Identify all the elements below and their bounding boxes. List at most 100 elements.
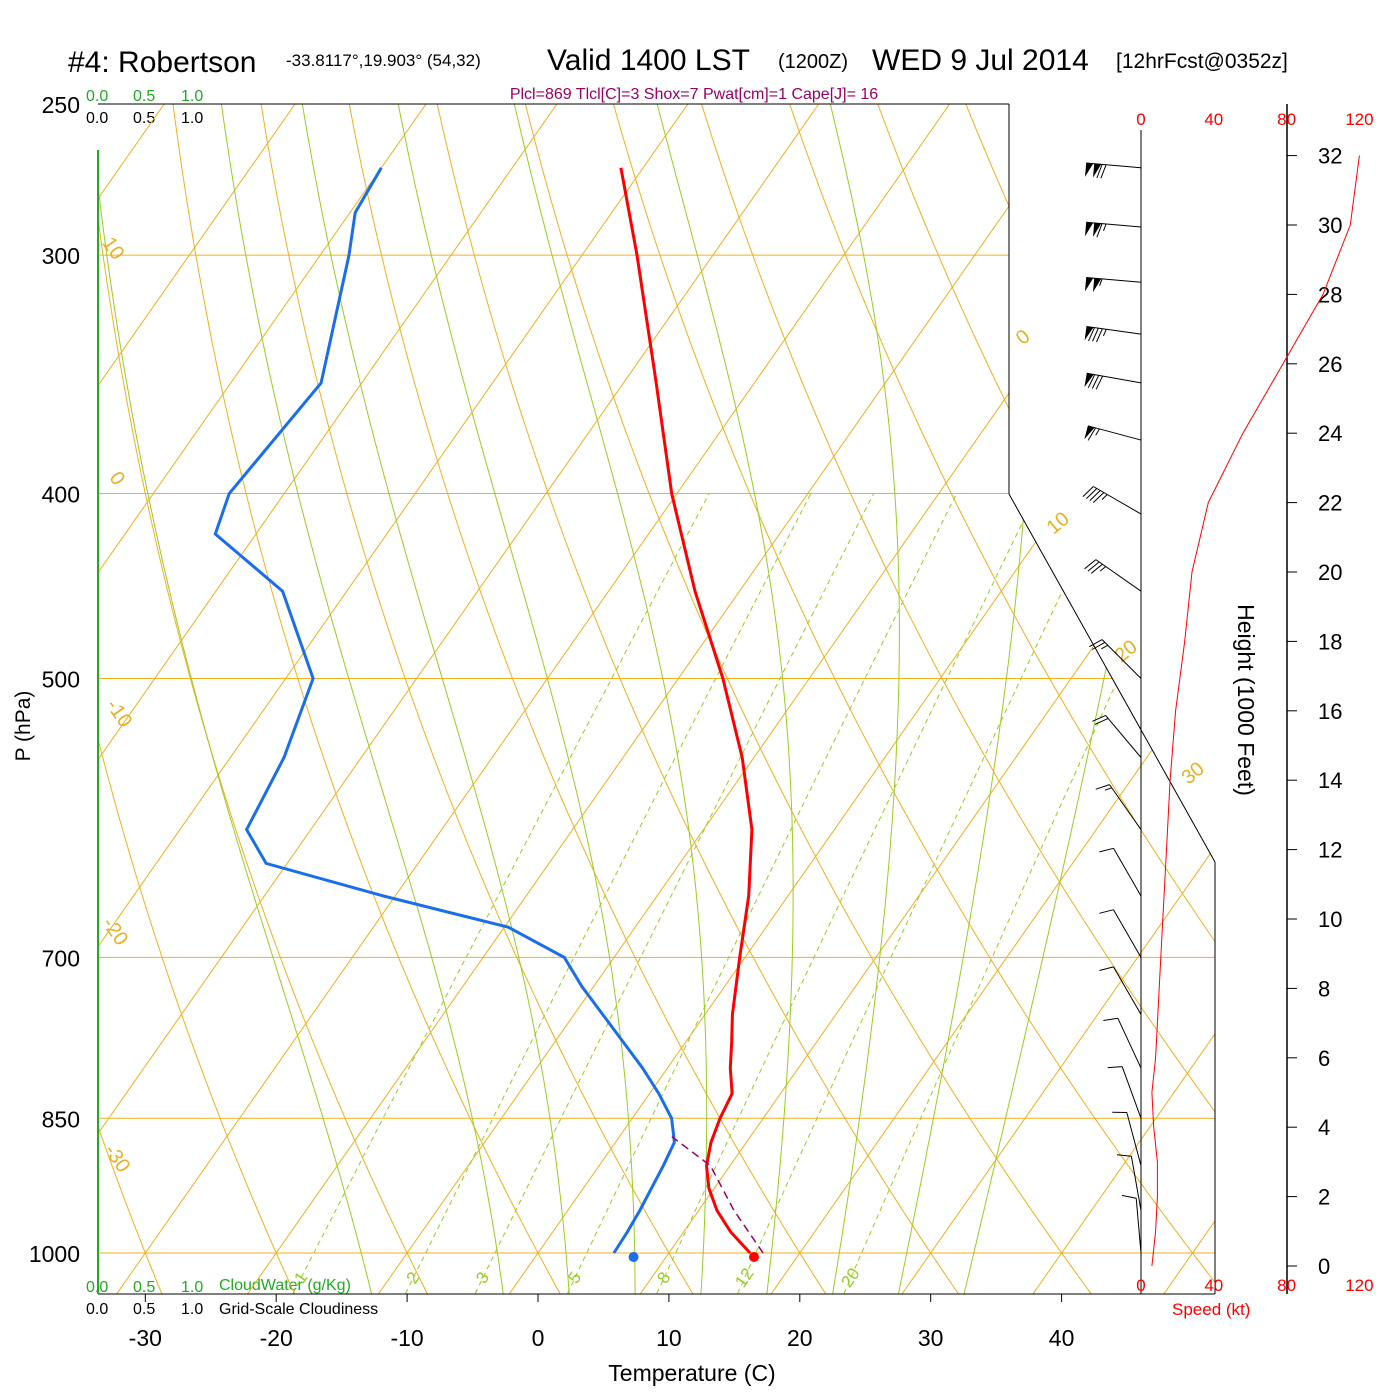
temperature-line <box>619 167 754 1255</box>
mixing-ratio-label-12: 12 <box>731 1265 757 1291</box>
title-date: WED 9 Jul 2014 <box>872 44 1089 77</box>
wind-barb-half-feather <box>1101 494 1108 500</box>
wind-barb-feather <box>1091 375 1100 389</box>
moist-adiabat-20 <box>639 104 794 1294</box>
isotherm--60 <box>98 104 606 1294</box>
wind-barb-shaft-10 <box>1109 784 1142 830</box>
wind-barb-feather <box>1107 1066 1123 1069</box>
wind-barb-half-feather <box>1103 223 1107 231</box>
cloudiness-label: Grid-Scale Cloudiness <box>219 1301 378 1318</box>
wind-barb-shaft-17 <box>1130 1156 1142 1211</box>
height-tick-label-16: 16 <box>1318 699 1342 724</box>
mixing-ratio-line-5 <box>567 493 957 1294</box>
p-tick-label-700: 700 <box>42 945 80 971</box>
wind-barb-shaft-7 <box>1095 559 1142 592</box>
isotherm-label-5: 0 <box>1012 325 1035 349</box>
x-axis-label: Temperature (C) <box>608 1360 775 1386</box>
wind-barb-half-feather <box>1099 566 1107 572</box>
cloud-scale-top: 0.0 0.5 1.0 0.0 0.5 1.0 <box>86 88 203 127</box>
cloud-scale-bottom: 0.0 0.5 1.0 CloudWater (g/Kg) 0.0 0.5 1.… <box>86 1277 378 1318</box>
wind-barb-feather <box>1100 164 1107 179</box>
height-tick-label-26: 26 <box>1318 352 1342 377</box>
parcel-path-line <box>671 1136 764 1254</box>
cloud-green-tick-bottom-2: 1.0 <box>181 1279 203 1296</box>
height-tick-label-28: 28 <box>1318 282 1342 307</box>
speed-tick-top-80: 80 <box>1277 110 1296 129</box>
speed-tick-bottom-120: 120 <box>1345 1276 1373 1295</box>
height-tick-label-10: 10 <box>1318 907 1342 932</box>
height-axis-label: Height (1000 Feet) <box>1233 604 1259 796</box>
wind-barb-feather <box>1092 492 1105 503</box>
dry-adiabat-70 <box>766 104 1215 1294</box>
title-forecast: [12hrFcst@0352z] <box>1116 50 1288 73</box>
wind-barb-10 <box>1095 784 1142 830</box>
p-tick-label-1000: 1000 <box>29 1241 80 1267</box>
height-tick-label-0: 0 <box>1318 1254 1330 1279</box>
wind-barb-feather <box>1089 490 1101 501</box>
wind-barb-5 <box>1084 425 1142 441</box>
wind-barb-feather <box>1094 717 1109 725</box>
isotherm--40 <box>98 104 868 1294</box>
speed-tick-bottom-40: 40 <box>1204 1276 1223 1295</box>
p-tick-label-500: 500 <box>42 667 80 693</box>
moist-adiabat-15 <box>498 104 708 1294</box>
isotherm--20 <box>241 104 1130 1294</box>
wind-barb-half-feather <box>1102 329 1107 337</box>
mixing-ratio-label-5: 5 <box>564 1268 585 1287</box>
wind-barb-13 <box>1099 966 1142 1015</box>
cloud-black-tick-bottom-0: 0.0 <box>86 1301 108 1318</box>
moist-adiabat-35 <box>961 104 1199 1294</box>
height-tick-label-32: 32 <box>1318 144 1342 169</box>
moist-adiabat-30 <box>896 104 1033 1294</box>
x-tick-label-0: 0 <box>532 1325 545 1351</box>
y-axis-label: P (hPa) <box>12 691 35 762</box>
dry-adiabat-20 <box>336 104 831 1294</box>
wind-barb-12 <box>1099 909 1142 958</box>
isotherm-label-6: 10 <box>1043 508 1074 539</box>
wind-barb-shaft-5 <box>1087 425 1142 441</box>
moist-adiabat-5 <box>291 104 571 1294</box>
wind-barb-6 <box>1082 486 1142 515</box>
wind-barb-feather <box>1087 427 1097 441</box>
title-zulu: (1200Z) <box>778 51 848 73</box>
isotherm-30 <box>896 104 1215 1294</box>
height-tick-label-8: 8 <box>1318 976 1330 1001</box>
isotherm-label-1: 0 <box>105 468 129 490</box>
wind-barb-feather <box>1099 847 1114 853</box>
mixing-ratio-label-3: 3 <box>472 1268 493 1287</box>
height-tick-label-2: 2 <box>1318 1185 1330 1210</box>
x-tick-label-10: 10 <box>656 1325 682 1351</box>
isotherm--70 <box>98 104 475 1294</box>
wind-barb-feather <box>1096 223 1103 238</box>
wind-barb-flag <box>1084 373 1094 388</box>
isotherm-label-7: 20 <box>1111 636 1142 667</box>
wind-barb-9 <box>1092 714 1142 758</box>
wind-barb-feather <box>1087 561 1100 572</box>
cloud-black-tick-bottom-1: 0.5 <box>133 1301 155 1318</box>
wind-barb-11 <box>1099 847 1142 897</box>
x-tick-label--20: -20 <box>260 1325 293 1351</box>
height-tick-label-18: 18 <box>1318 629 1342 654</box>
wind-barb-7 <box>1084 559 1142 592</box>
p-tick-label-400: 400 <box>42 482 80 508</box>
wind-barb-3 <box>1084 326 1142 343</box>
wind-barb-shaft-9 <box>1105 715 1142 758</box>
wind-barb-14 <box>1103 1017 1142 1069</box>
mixing-ratio-label-2: 2 <box>403 1268 424 1287</box>
wind-barb-feather <box>1095 784 1110 790</box>
wind-barb-flag <box>1084 326 1094 341</box>
wind-barb-shaft-15 <box>1121 1066 1142 1119</box>
isotherm-label-2: -10 <box>102 695 137 731</box>
p-tick-label-250: 250 <box>42 92 80 118</box>
wind-barb-shaft-14 <box>1117 1017 1142 1069</box>
wind-barb-shaft-8 <box>1101 639 1142 679</box>
wind-barb-1 <box>1085 221 1142 238</box>
wind-barb-flag <box>1085 277 1094 292</box>
isotherm-0 <box>503 104 1215 1294</box>
x-tick-label-30: 30 <box>918 1325 944 1351</box>
mixing-ratio-line-8 <box>656 493 1038 1294</box>
isotherm--10 <box>372 104 1215 1294</box>
cloud-black-tick-0: 0.0 <box>86 110 108 127</box>
wind-barb-feather <box>1095 375 1104 390</box>
